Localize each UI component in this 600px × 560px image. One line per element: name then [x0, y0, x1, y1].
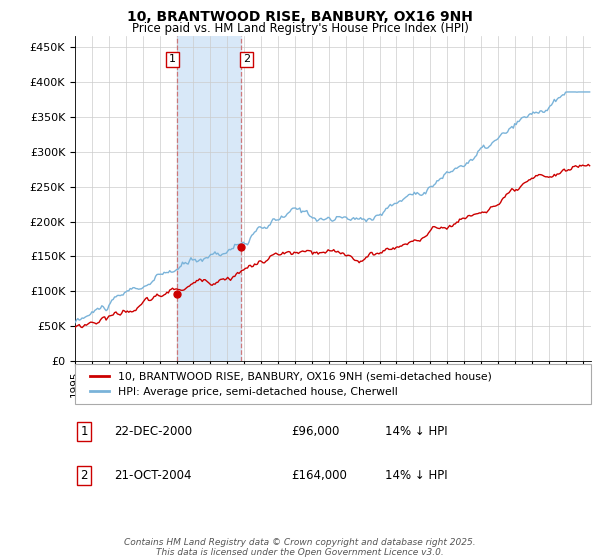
Text: 1: 1	[169, 54, 176, 64]
Text: 2: 2	[80, 469, 88, 482]
Text: Price paid vs. HM Land Registry's House Price Index (HPI): Price paid vs. HM Land Registry's House …	[131, 22, 469, 35]
Text: 22-DEC-2000: 22-DEC-2000	[114, 425, 192, 438]
Text: £164,000: £164,000	[292, 469, 347, 482]
Text: 14% ↓ HPI: 14% ↓ HPI	[385, 425, 447, 438]
Legend: 10, BRANTWOOD RISE, BANBURY, OX16 9NH (semi-detached house), HPI: Average price,: 10, BRANTWOOD RISE, BANBURY, OX16 9NH (s…	[86, 367, 496, 401]
Bar	[176, 36, 241, 361]
Text: 2: 2	[243, 54, 250, 64]
Text: 1: 1	[80, 425, 88, 438]
FancyBboxPatch shape	[75, 364, 591, 404]
Text: 21-OCT-2004: 21-OCT-2004	[114, 469, 191, 482]
Text: Contains HM Land Registry data © Crown copyright and database right 2025.
This d: Contains HM Land Registry data © Crown c…	[124, 538, 476, 557]
Text: 14% ↓ HPI: 14% ↓ HPI	[385, 469, 447, 482]
Text: £96,000: £96,000	[292, 425, 340, 438]
Text: 10, BRANTWOOD RISE, BANBURY, OX16 9NH: 10, BRANTWOOD RISE, BANBURY, OX16 9NH	[127, 10, 473, 24]
